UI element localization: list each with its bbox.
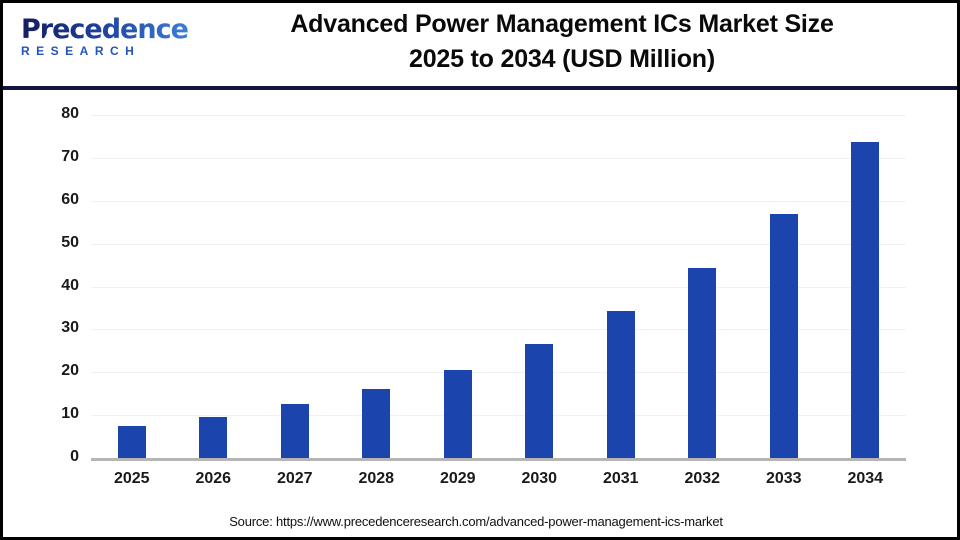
bar-2026 — [199, 417, 228, 458]
gridline-50 — [91, 243, 906, 245]
x-tick-label-2030: 2030 — [521, 470, 558, 487]
header: Precedence RESEARCH Advanced Power Manag… — [3, 3, 957, 90]
bar-2032 — [688, 267, 717, 458]
x-tick-label-2029: 2029 — [439, 470, 476, 487]
y-tick-label-0: 0 — [70, 448, 79, 465]
bar-2031 — [606, 311, 635, 458]
x-tick-label-2033: 2033 — [765, 470, 802, 487]
x-tick-label-2026: 2026 — [195, 470, 232, 487]
y-tick-label-80: 80 — [61, 105, 79, 122]
x-tick-label-2028: 2028 — [358, 470, 395, 487]
x-tick-label-2025: 2025 — [113, 470, 150, 487]
gridline-40 — [91, 286, 906, 288]
bar-2029 — [443, 369, 472, 458]
y-tick-label-10: 10 — [61, 405, 79, 423]
chart-title: Advanced Power Management ICs Market Siz… — [173, 7, 951, 77]
x-tick-label-2027: 2027 — [276, 470, 313, 487]
source-note: Source: https://www.precedenceresearch.c… — [229, 514, 723, 529]
bar-2025 — [117, 425, 146, 458]
y-tick-label-40: 40 — [61, 276, 79, 294]
y-tick-label-60: 60 — [61, 190, 79, 208]
gridline-20 — [91, 372, 906, 374]
gridline-70 — [91, 157, 906, 159]
bar-2028 — [362, 389, 391, 458]
x-tick-label-2032: 2032 — [684, 470, 721, 487]
y-tick-label-70: 70 — [61, 147, 79, 165]
y-tick-label-20: 20 — [61, 362, 79, 380]
x-axis-line — [91, 458, 906, 461]
y-tick-label-30: 30 — [61, 319, 79, 337]
bar-2027 — [280, 404, 309, 458]
y-tick-label-50: 50 — [61, 233, 79, 251]
gridline-60 — [91, 200, 906, 202]
brand-subtitle: RESEARCH — [21, 44, 141, 58]
chart-title-line1: Advanced Power Management ICs Market Siz… — [290, 10, 834, 38]
bar-2033 — [769, 213, 798, 458]
gridline-30 — [91, 329, 906, 331]
bar-2030 — [525, 344, 554, 458]
x-tick-label-2031: 2031 — [602, 470, 639, 487]
gridline-80 — [91, 115, 906, 116]
chart-title-line2: 2025 to 2034 (USD Million) — [409, 45, 715, 73]
gridline-10 — [91, 415, 906, 417]
brand-logo: Precedence RESEARCH — [21, 16, 189, 58]
x-tick-label-2034: 2034 — [847, 470, 884, 487]
bar-chart: 0 10 20 30 40 50 60 70 80 2025 2026 2027 2028 2029 203… — [3, 3, 957, 537]
bar-2034 — [851, 142, 880, 458]
